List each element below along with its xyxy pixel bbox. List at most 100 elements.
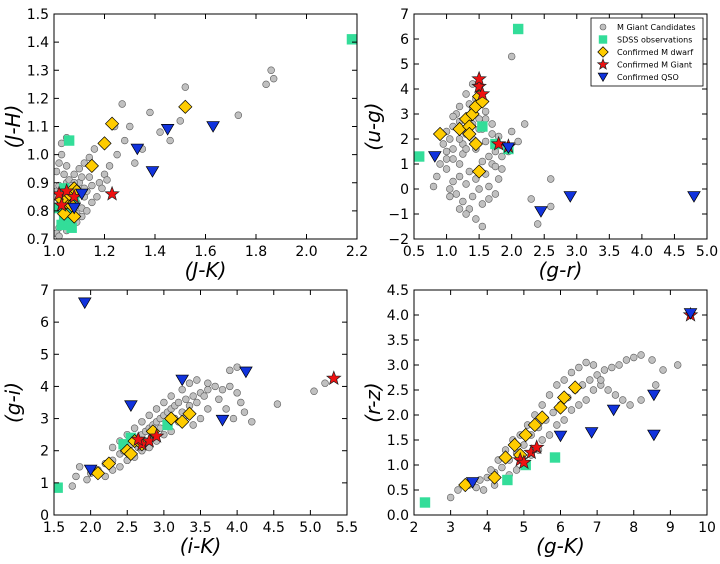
x-tick-label: 1.0	[435, 244, 457, 260]
y-tick-label: 4.5	[387, 283, 409, 299]
y-tick-label: 4.0	[387, 308, 409, 324]
point-circle	[478, 200, 487, 208]
point-circle	[547, 202, 555, 211]
point-star	[528, 439, 545, 455]
y-tick-label: 3	[400, 107, 409, 123]
x-tick-label: 4.5	[263, 520, 285, 536]
point-circle	[85, 173, 94, 181]
point-diamond	[557, 390, 572, 405]
point-circle	[156, 128, 164, 136]
legend-marker-square	[598, 35, 608, 44]
point-square	[419, 497, 431, 508]
point-diamond	[101, 456, 117, 471]
point-circle	[152, 405, 161, 413]
x-axis-label: (g-r)	[539, 258, 583, 282]
point-circle	[478, 157, 487, 166]
point-diamond	[164, 411, 179, 426]
point-circle	[273, 400, 282, 408]
point-circle	[454, 486, 462, 494]
point-circle	[449, 177, 457, 186]
point-star	[474, 85, 491, 101]
point-circle	[673, 361, 682, 369]
point-circle	[478, 222, 487, 231]
y-tick-label: 1	[400, 157, 409, 173]
y-tick-label: 6	[400, 32, 409, 48]
point-circle	[545, 391, 554, 399]
point-circle	[204, 385, 212, 394]
y-tick-label: 2	[400, 132, 409, 148]
y-tick-label: 0.7	[27, 232, 49, 248]
point-triangle-down	[160, 124, 175, 136]
point-circle	[68, 482, 77, 490]
point-circle	[449, 155, 457, 163]
y-tick-label: 1.5	[387, 433, 409, 449]
point-triangle-down	[206, 121, 220, 133]
point-diamond	[57, 206, 72, 221]
scatter-panel-3: 1.5 2.0 2.5 3.0 3.5 4.0 4.5 5.0 5.5 0 1 2 3 4 5 6 7 (i-K)…	[1, 283, 358, 558]
point-diamond	[432, 126, 448, 142]
data-points	[54, 34, 357, 239]
point-circle	[538, 401, 546, 409]
point-diamond	[518, 427, 533, 443]
point-circle	[659, 366, 667, 374]
y-tick-label: 2.0	[387, 408, 409, 424]
legend-label: M Giant Candidates	[617, 23, 696, 32]
point-star	[490, 135, 507, 151]
point-diamond	[498, 450, 513, 465]
point-triangle-down	[145, 166, 160, 178]
point-circle	[433, 172, 441, 181]
point-circle	[534, 220, 542, 228]
point-circle	[485, 182, 493, 191]
point-square	[477, 121, 488, 132]
y-tick-label: 3.0	[387, 358, 409, 374]
point-diamond	[178, 99, 193, 114]
point-square	[56, 219, 67, 231]
point-circle	[78, 173, 86, 181]
point-circle	[547, 175, 555, 183]
scatter-panel-2: 0.5 1.0 1.5 2.0 2.5 3.0 3.5 4.0 4.5 5.0 −2 −1 0 1 2 3 4 5…	[361, 7, 718, 282]
point-circle	[468, 192, 477, 201]
point-circle	[481, 107, 490, 116]
point-circle	[604, 386, 612, 394]
point-diamond	[472, 164, 487, 179]
point-circle	[57, 150, 66, 159]
point-circle	[98, 184, 106, 193]
point-circle	[622, 356, 631, 364]
point-triangle-down	[553, 430, 568, 443]
point-square	[512, 23, 524, 35]
point-circle	[553, 381, 561, 389]
x-axis-label: (J-K)	[185, 258, 227, 282]
x-tick-label: 3.0	[153, 520, 175, 536]
legend-box	[590, 17, 704, 87]
point-circle	[174, 398, 183, 407]
y-tick-label: 4	[400, 82, 409, 98]
plot-frame	[413, 13, 708, 240]
point-diamond	[97, 136, 112, 151]
x-tick-label: 5.0	[299, 520, 321, 536]
point-circle	[549, 408, 557, 417]
point-star	[54, 197, 70, 212]
point-triangle-down	[687, 191, 701, 203]
y-tick-label: 1.2	[27, 91, 49, 107]
point-circle	[138, 418, 146, 426]
point-circle	[472, 175, 480, 183]
point-circle	[582, 358, 590, 367]
point-circle	[83, 207, 91, 215]
point-circle	[560, 416, 568, 424]
point-circle	[545, 431, 554, 439]
x-tick-label: 4.0	[226, 520, 248, 536]
point-circle	[567, 406, 576, 414]
y-tick-label: 3.5	[387, 333, 409, 349]
y-tick-label: 0.9	[27, 176, 49, 192]
point-circle	[118, 100, 126, 108]
point-diamond	[468, 136, 483, 152]
point-circle	[55, 232, 63, 239]
point-circle	[442, 165, 451, 173]
point-triangle-down	[683, 308, 698, 320]
point-square	[502, 474, 513, 486]
point-circle	[442, 147, 451, 156]
point-circle	[582, 396, 590, 404]
x-tick-label: 1.2	[93, 244, 115, 260]
point-circle	[648, 356, 656, 364]
